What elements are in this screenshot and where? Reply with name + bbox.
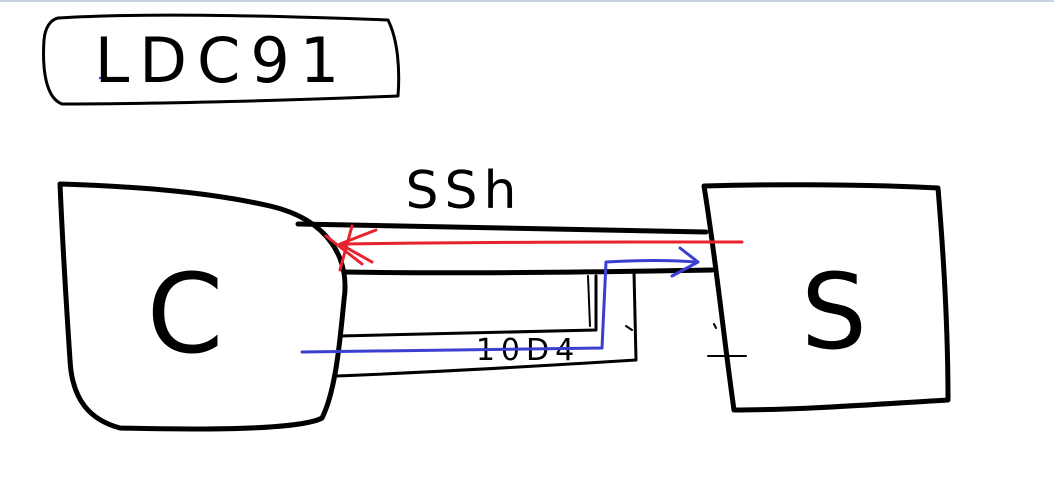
lower-link-tick-c xyxy=(713,323,717,329)
red-arrow xyxy=(324,224,744,272)
blue-arrow-head xyxy=(670,246,700,278)
blue-arrow-line xyxy=(300,259,698,354)
client-shape xyxy=(57,181,348,432)
tunnel-bottom-line xyxy=(341,267,715,276)
red-arrow-head xyxy=(338,228,378,264)
client-node: C xyxy=(57,181,348,432)
lower-link: 10D4 xyxy=(334,270,747,378)
stray-dot xyxy=(98,76,102,80)
server-node: S xyxy=(701,182,951,413)
red-block-x xyxy=(324,224,364,272)
lower-link-inner-tick xyxy=(587,275,591,327)
ssh-tunnel: SSh xyxy=(295,161,715,276)
title-box: LDC91 xyxy=(42,13,401,106)
lower-link-top-line xyxy=(338,274,598,338)
tunnel-top-line xyxy=(295,221,709,235)
client-label: C xyxy=(147,250,224,378)
title-box-text: LDC91 xyxy=(95,24,349,97)
server-label: S xyxy=(801,251,867,373)
lower-link-tick-a xyxy=(625,325,633,331)
title-box-outline xyxy=(42,13,401,106)
tunnel-label: SSh xyxy=(406,161,523,221)
window-top-border xyxy=(0,0,1054,2)
lower-link-bottom-line xyxy=(334,270,638,378)
server-shape xyxy=(701,182,951,413)
red-arrow-line xyxy=(342,240,744,246)
blue-arrow xyxy=(300,246,700,354)
